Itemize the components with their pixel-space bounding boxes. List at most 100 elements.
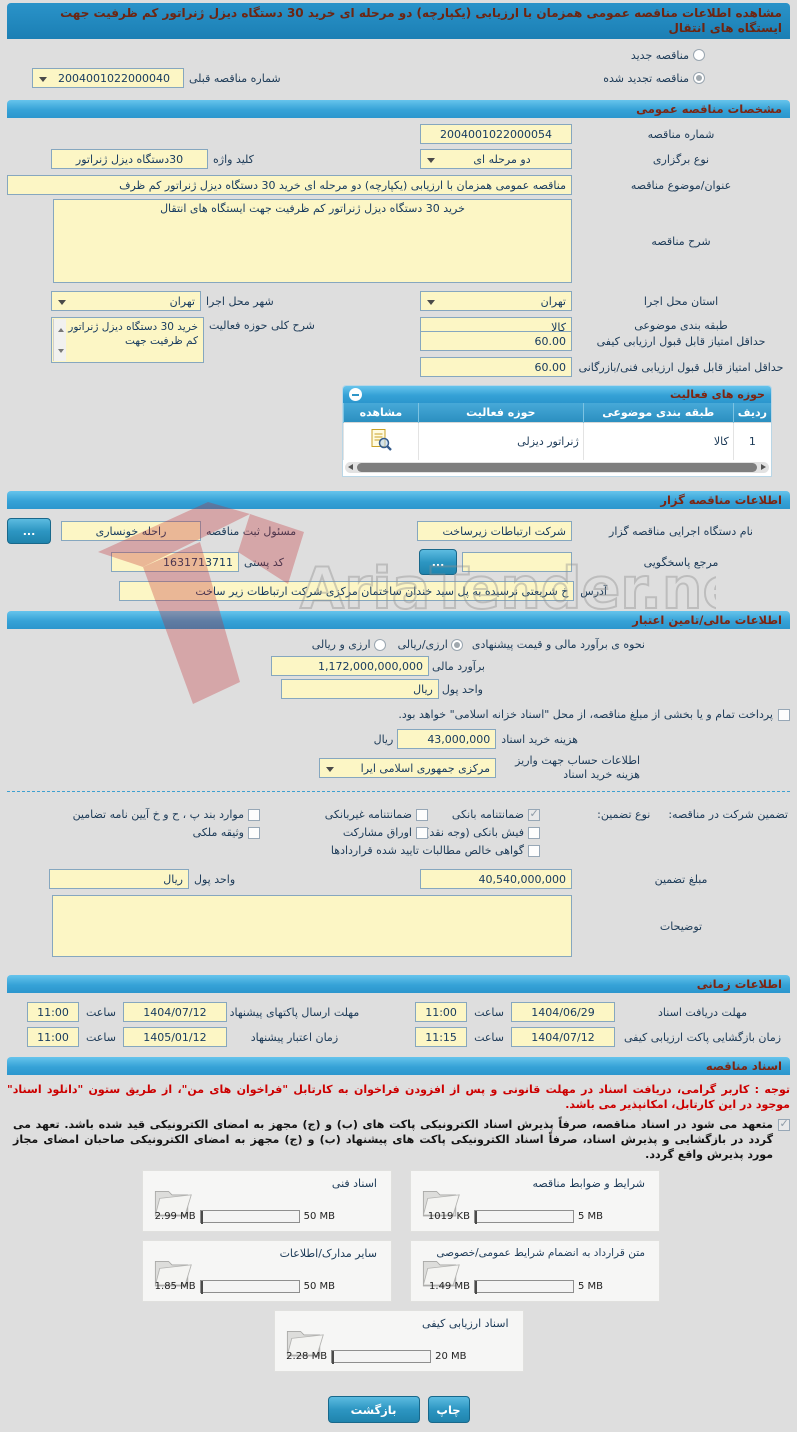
property-collateral-checkbox[interactable] — [248, 826, 260, 839]
activity-areas-header: حوزه های فعالیت — [670, 388, 765, 401]
quality-envelope-opening-date[interactable]: 1404/07/12 — [511, 1027, 615, 1047]
print-button[interactable]: چاپ — [427, 1396, 470, 1423]
divider — [7, 791, 790, 792]
bid-submission-deadline-label: مهلت ارسال پاکتهای پیشنهاد — [229, 1005, 360, 1019]
min-tech-score-label: حداقل امتیاز قابل قبول ارزیابی فنی/بازرگ… — [578, 360, 784, 374]
esign-commitment-text: متعهد می شود در اسناد مناقصه، صرفاً پذیر… — [13, 1118, 773, 1161]
participation-bonds-checkbox[interactable] — [416, 826, 428, 839]
activity-areas-table: ردیف طبقه بندی موضوعی حوزه فعالیت مشاهده… — [343, 403, 771, 460]
doc-fee-field[interactable]: 43,000,000 — [397, 729, 497, 749]
treasury-checkbox[interactable] — [778, 709, 790, 721]
description-textarea[interactable]: خرید 30 دستگاه دیزل ژنراتور کم ظرفیت جهت… — [53, 199, 572, 283]
province-label: استان محل اجرا — [643, 294, 719, 308]
arrow-left-icon[interactable] — [348, 464, 353, 470]
contact-label: مرجع پاسخگویی — [643, 555, 719, 569]
col-row-index: ردیف — [732, 403, 771, 423]
back-button[interactable]: بازگشت — [327, 1396, 420, 1423]
prev-number-select[interactable]: 2004001022000040 — [32, 68, 184, 88]
agency-field[interactable]: شرکت ارتباطات زیرساخت — [417, 521, 572, 541]
notes-textarea[interactable] — [52, 895, 572, 957]
quality-envelope-opening-time[interactable]: 11:15 — [415, 1027, 468, 1047]
progress-bar — [199, 1280, 300, 1294]
nonbank-guarantee-checkbox[interactable] — [416, 808, 428, 821]
registrar-field[interactable]: راحله خونساری — [61, 521, 201, 541]
agency-label: نام دستگاه اجرایی مناقصه گزار — [609, 524, 753, 538]
folder-icon — [419, 1183, 461, 1219]
category-label: طبقه بندی موضوعی — [634, 319, 728, 332]
doc-receipt-deadline-label: مهلت دریافت اسناد — [658, 1005, 747, 1019]
estimate-field[interactable]: 1,172,000,000,000 — [271, 656, 430, 676]
guarantee-options: تضمین شرکت در مناقصه: نوع تضمین: ضمانتنا… — [7, 807, 790, 858]
document-card-quality[interactable]: اسناد ارزیابی کیفی 2.28 MB 20 MB — [273, 1310, 524, 1372]
mode-both-radio[interactable] — [373, 638, 386, 651]
address-field[interactable]: خ شریعتی نرسیده به پل سید خندان ساختمان … — [119, 581, 575, 601]
activity-areas-panel: حوزه های فعالیت ردیف طبقه بندی موضوعی حو… — [342, 385, 772, 477]
registrar-more-button[interactable]: ... — [7, 518, 51, 544]
bylaw-items-checkbox[interactable] — [248, 808, 260, 821]
guarantee-amount-field[interactable]: 40,540,000,000 — [420, 869, 572, 889]
new-tender-radio[interactable] — [693, 49, 705, 61]
treasury-note: پرداخت تمام و یا بخشی از مبلغ مناقصه، از… — [398, 708, 773, 721]
bid-validity-date[interactable]: 1405/01/12 — [122, 1027, 227, 1047]
activity-desc-textarea[interactable]: خرید 30 دستگاه دیزل ژنراتور کم ظرفیت جهت — [51, 317, 204, 363]
min-tech-score-field[interactable]: 60.00 — [420, 357, 572, 377]
document-card-contract[interactable]: متن قرارداد به انضمام شرایط عمومی/خصوصی … — [410, 1240, 660, 1302]
guarantee-option: فیش بانکی (وجه نقد) — [425, 826, 540, 839]
mode-rial-radio[interactable] — [450, 638, 463, 651]
scrollbar-horizontal[interactable] — [345, 462, 769, 473]
download-notice: توجه : کاربر گرامی، دریافت اسناد در مهلت… — [7, 1083, 790, 1111]
type-label: نوع برگزاری — [652, 152, 710, 166]
doc-receipt-deadline-time[interactable]: 11:00 — [415, 1002, 468, 1022]
arrow-up-icon[interactable] — [54, 319, 67, 340]
folder-icon — [283, 1323, 325, 1359]
scrollbar-vertical[interactable] — [53, 319, 66, 361]
section-header-financial: اطلاعات مالی/تامین اعتبار — [7, 611, 790, 629]
document-card-other[interactable]: سایر مدارک/اطلاعات 1.85 MB 50 MB — [142, 1240, 392, 1302]
account-select[interactable]: مرکزی جمهوری اسلامی ایرا — [319, 758, 496, 778]
subject-field[interactable]: مناقصه عمومی همزمان با ارزیابی (یکپارچه)… — [7, 175, 572, 195]
registrar-label: مسئول ثبت مناقصه — [206, 524, 297, 538]
section-header-documents: اسناد مناقصه — [7, 1057, 790, 1075]
city-label: شهر محل اجرا — [206, 294, 274, 308]
account-label: اطلاعات حساب جهت واریز هزینه خرید اسناد — [515, 754, 640, 781]
city-select[interactable]: تهران — [51, 291, 201, 311]
bank-slip-checkbox[interactable] — [528, 826, 540, 839]
tender-number-field[interactable]: 2004001022000054 — [420, 124, 572, 144]
doc-fee-label: هزینه خرید اسناد — [501, 732, 578, 746]
currency-field[interactable]: ریال — [280, 679, 439, 699]
keyword-field[interactable]: 30دستگاه دیزل ژنراتور — [51, 149, 208, 169]
document-card-terms[interactable]: شرایط و ضوابط مناقصه 1019 KB 5 MB — [410, 1170, 660, 1232]
net-claims-checkbox[interactable] — [528, 844, 540, 857]
guarantee-amount-label: مبلغ تضمین — [654, 872, 708, 886]
notes-label: توضیحات — [659, 919, 703, 933]
guarantee-currency-label: واحد پول — [194, 872, 236, 886]
type-select[interactable]: دو مرحله ای — [420, 149, 572, 169]
description-label: شرح مناقصه — [651, 234, 711, 248]
renewed-tender-label: مناقصه تجدید شده — [603, 71, 689, 85]
guarantee-type-label: نوع تضمین: — [597, 808, 651, 821]
bid-validity-time[interactable]: 11:00 — [27, 1027, 79, 1047]
postal-code-field[interactable]: 1631713711 — [111, 552, 239, 572]
arrow-down-icon[interactable] — [54, 340, 67, 361]
view-details-icon[interactable] — [369, 428, 393, 455]
guarantee-option: ضمانتنامه غیربانکی — [260, 808, 428, 821]
contact-field[interactable] — [462, 552, 572, 572]
bid-submission-deadline-date[interactable]: 1404/07/12 — [122, 1002, 227, 1022]
collapse-icon[interactable] — [349, 388, 362, 401]
section-header-schedule: اطلاعات زمانی — [7, 975, 790, 993]
bid-submission-deadline-time[interactable]: 11:00 — [27, 1002, 79, 1022]
bank-guarantee-checkbox[interactable] — [528, 807, 540, 821]
esign-commitment-checkbox[interactable] — [778, 1117, 790, 1131]
document-card-technical[interactable]: اسناد فنی 2.99 MB 50 MB — [142, 1170, 392, 1232]
progress-bar — [473, 1210, 574, 1224]
arrow-right-icon[interactable] — [761, 464, 766, 470]
doc-receipt-deadline-date[interactable]: 1404/06/29 — [511, 1002, 615, 1022]
province-select[interactable]: تهران — [420, 291, 572, 311]
guarantee-currency-field[interactable]: ریال — [49, 869, 189, 889]
new-tender-label: مناقصه جدید — [630, 48, 689, 62]
min-quality-score-field[interactable]: 60.00 — [420, 331, 572, 351]
guarantee-option: موارد بند پ ، ح و خ آیین نامه تضامین — [7, 808, 260, 821]
contact-more-button[interactable]: ... — [419, 549, 457, 575]
renewed-tender-radio[interactable] — [693, 72, 705, 84]
scrollbar-thumb[interactable] — [357, 463, 757, 472]
